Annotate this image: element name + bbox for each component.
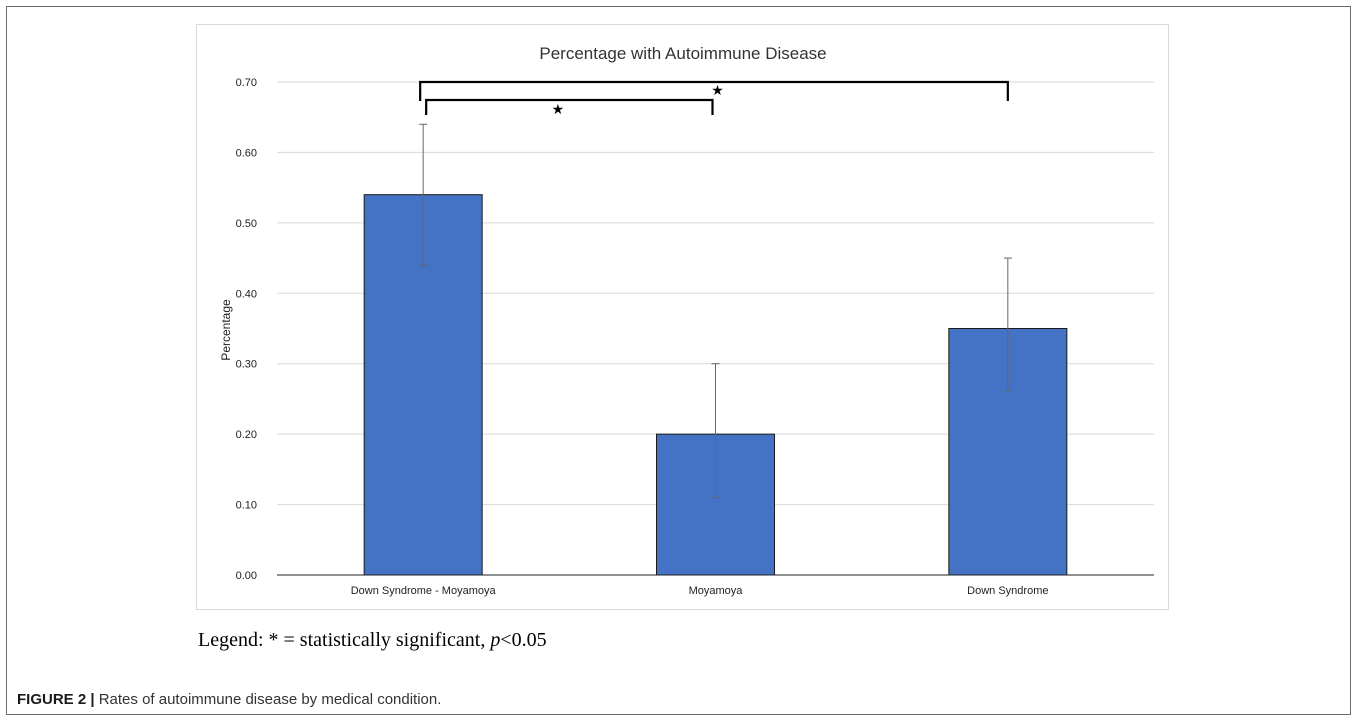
error-bars <box>419 123 1012 499</box>
chart-panel: Percentage with Autoimmune Disease Perce… <box>196 24 1169 610</box>
y-tick-label: 0.10 <box>236 500 257 512</box>
significance-star: ★ <box>711 83 724 99</box>
chart-title: Percentage with Autoimmune Disease <box>539 44 826 63</box>
legend-note-suffix: <0.05 <box>500 629 547 651</box>
x-tick-label: Moyamoya <box>689 585 744 597</box>
significance-bracket <box>425 98 714 115</box>
figure-caption-text: Rates of autoimmune disease by medical c… <box>94 691 442 708</box>
significance-bracket <box>419 80 1009 101</box>
x-tick-label: Down Syndrome <box>967 585 1048 597</box>
y-axis-label: Percentage <box>219 299 233 361</box>
axis-ticks: 0.00 0.10 0.20 0.30 0.40 0.50 0.60 0.70 Down Syn… <box>236 77 1154 597</box>
figure-caption: FIGURE 2 | Rates of autoimmune disease b… <box>17 691 441 708</box>
significance-brackets: ★★ <box>419 80 1009 118</box>
y-tick-label: 0.70 <box>236 77 257 89</box>
y-tick-label: 0.40 <box>236 288 257 300</box>
y-tick-label: 0.30 <box>236 359 257 371</box>
y-tick-label: 0.50 <box>236 218 257 230</box>
y-tick-label: 0.20 <box>236 429 257 441</box>
y-tick-label: 0.60 <box>236 147 257 159</box>
significance-star: ★ <box>552 102 565 118</box>
legend-note: Legend: * = statistically significant, p… <box>198 629 547 652</box>
x-tick-label: Down Syndrome - Moyamoya <box>351 585 497 597</box>
figure-caption-label: FIGURE 2 | <box>17 691 95 708</box>
bar-chart: Percentage with Autoimmune Disease Perce… <box>219 44 1154 597</box>
legend-note-p: p <box>490 629 501 651</box>
y-tick-label: 0.00 <box>236 570 257 582</box>
legend-note-prefix: Legend: * = statistically significant, <box>198 629 491 651</box>
